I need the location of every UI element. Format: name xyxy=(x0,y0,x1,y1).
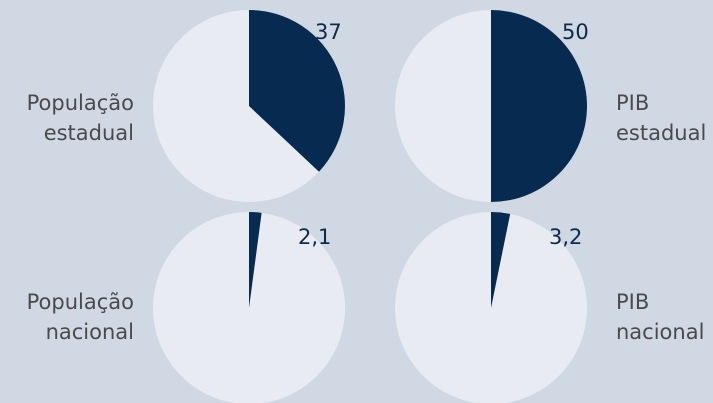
label-populacao-estadual: População estadual xyxy=(0,88,134,148)
pie-slice-share xyxy=(249,212,262,308)
label-line: PIB xyxy=(616,290,650,314)
value-pib-estadual: 50 xyxy=(562,20,589,44)
value-populacao-estadual: 37 xyxy=(315,20,342,44)
label-line: estadual xyxy=(43,121,134,145)
label-line: nacional xyxy=(45,320,134,344)
pie-3 xyxy=(395,212,587,403)
label-line: PIB xyxy=(616,91,650,115)
label-pib-nacional: PIB nacional xyxy=(616,287,713,347)
pie-slice-share xyxy=(249,10,345,172)
label-pib-estadual: PIB estadual xyxy=(616,88,713,148)
pie-2 xyxy=(153,212,345,403)
label-line: População xyxy=(26,290,134,314)
label-line: nacional xyxy=(616,320,705,344)
value-populacao-nacional: 2,1 xyxy=(298,225,332,249)
pie-0 xyxy=(153,10,345,202)
label-line: População xyxy=(26,91,134,115)
pie-1 xyxy=(395,10,587,202)
pie-slice-share xyxy=(491,10,587,202)
value-pib-nacional: 3,2 xyxy=(549,225,583,249)
pie-slice-share xyxy=(491,212,511,308)
label-populacao-nacional: População nacional xyxy=(0,287,134,347)
label-line: estadual xyxy=(616,121,707,145)
